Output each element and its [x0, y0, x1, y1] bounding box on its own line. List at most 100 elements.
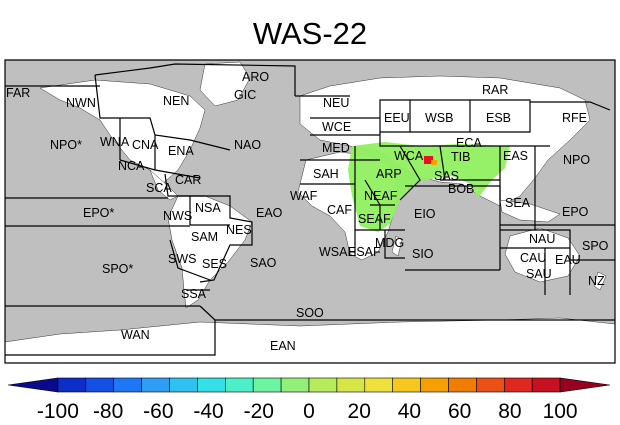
label-nwsa: NWS	[163, 209, 192, 223]
anomaly-mid-core	[431, 160, 437, 165]
label-wsb: WSB	[425, 111, 453, 125]
colorbar-cell	[280, 377, 310, 393]
colorbar-tick-label: -20	[244, 400, 274, 423]
colorbar-tick-label: -40	[193, 400, 223, 423]
colorbar-cell	[420, 377, 449, 393]
label-caf: CAF	[327, 203, 352, 217]
colorbar: -100 -80 -60 -40 -20 0 20 40 60 80 100	[7, 377, 611, 423]
label-nwn: NWN	[66, 96, 96, 110]
label-ses: SES	[202, 257, 227, 271]
label-rar: RAR	[482, 83, 508, 97]
label-eao: EAO	[256, 206, 283, 220]
label-rfe: RFE	[562, 111, 587, 125]
label-npo-star: NPO*	[50, 138, 82, 152]
colorbar-cell	[252, 377, 282, 393]
label-wca: WCA	[394, 149, 424, 163]
colorbar-cell	[169, 377, 198, 393]
colorbar-cell	[7, 377, 59, 393]
colorbar-tick-label: 60	[448, 400, 471, 423]
label-eio: EIO	[414, 207, 436, 221]
label-mdg: MDG	[375, 236, 404, 250]
label-med: MED	[322, 141, 350, 155]
label-eeu: EEU	[384, 111, 410, 125]
land-masses	[4, 61, 616, 364]
label-sam: SAM	[191, 230, 218, 244]
colorbar-tick-label: 20	[348, 400, 371, 423]
label-car: CAR	[175, 173, 201, 187]
australia	[504, 227, 581, 283]
label-esb: ESB	[486, 111, 511, 125]
anomaly-light-area	[348, 142, 510, 232]
colorbar-cell	[197, 377, 226, 393]
label-neu: NEU	[323, 96, 349, 110]
colorbar-cell	[559, 377, 611, 393]
label-esaf: ESAF	[348, 245, 381, 259]
label-caau: CAU	[520, 251, 546, 265]
anomaly-high-core	[424, 156, 433, 164]
label-tib: TIB	[451, 150, 470, 164]
label-sio: SIO	[412, 247, 434, 261]
madagascar	[391, 235, 403, 257]
colorbar-tick-label: 40	[398, 400, 421, 423]
label-seaf: SEAF	[358, 212, 391, 226]
colorbar-cell	[364, 377, 393, 393]
colorbar-cells	[7, 377, 611, 393]
label-npo: NPO	[563, 153, 590, 167]
colorbar-cell	[503, 377, 533, 393]
label-nca: NCA	[118, 159, 145, 173]
map-title: WAS-22	[252, 16, 368, 51]
label-ean: EAN	[270, 339, 296, 353]
colorbar-cell	[57, 377, 87, 393]
label-wna: WNA	[100, 135, 130, 149]
label-epo-star: EPO*	[83, 206, 114, 220]
colorbar-tick-label: 80	[498, 400, 521, 423]
label-wce: WCE	[322, 120, 351, 134]
central-america	[149, 169, 179, 201]
colorbar-cell	[308, 377, 338, 393]
label-sws: SWS	[168, 252, 196, 266]
north-america	[39, 79, 206, 187]
colorbar-cell	[476, 377, 505, 393]
label-ssa: SSA	[181, 287, 207, 301]
label-epo: EPO	[562, 205, 589, 219]
label-waf: WAF	[290, 189, 318, 203]
colorbar-tick-labels: -100 -80 -60 -40 -20 0 20 40 60 80 100	[37, 400, 578, 423]
label-sas: SAS	[434, 169, 459, 183]
label-nsa: NSA	[195, 201, 221, 215]
label-spo-star: SPO*	[102, 262, 133, 276]
label-far: FAR	[6, 86, 30, 100]
label-eau: EAU	[555, 253, 581, 267]
label-gic: GIC	[234, 88, 256, 102]
label-sah: SAH	[313, 167, 339, 181]
label-arp: ARP	[376, 167, 402, 181]
label-aro: ARO	[242, 70, 269, 84]
region-borders	[4, 59, 616, 364]
label-ena: ENA	[168, 144, 194, 158]
label-eca: ECA	[456, 136, 482, 150]
colorbar-cell	[85, 377, 115, 393]
label-nen: NEN	[163, 94, 189, 108]
label-sca: SCA	[146, 181, 172, 195]
se-asia-islands	[499, 199, 561, 223]
colorbar-cell	[141, 377, 170, 393]
label-wsaf: WSAF	[319, 245, 355, 259]
colorbar-cell	[448, 377, 477, 393]
label-neaf: NEAF	[364, 189, 398, 203]
label-wan: WAN	[121, 328, 150, 342]
label-nz: NZ	[588, 274, 605, 288]
label-spo: SPO	[582, 239, 609, 253]
label-sau: SAU	[526, 267, 552, 281]
colorbar-cell	[336, 377, 366, 393]
colorbar-cell	[113, 377, 142, 393]
region-labels: FAR NWN NEN ARO GIC RAR NEU WCE EEU WSB …	[6, 70, 609, 353]
colorbar-tick-label: -100	[37, 400, 79, 423]
new-zealand	[593, 271, 607, 291]
label-sao: SAO	[250, 256, 277, 270]
label-soo: SOO	[296, 306, 324, 320]
colorbar-cell	[225, 377, 254, 393]
label-nao: NAO	[234, 138, 261, 152]
colorbar-tick-label: -80	[93, 400, 123, 423]
colorbar-cell	[392, 377, 421, 393]
label-nes: NES	[226, 223, 252, 237]
colorbar-tick-label: 0	[303, 400, 315, 423]
